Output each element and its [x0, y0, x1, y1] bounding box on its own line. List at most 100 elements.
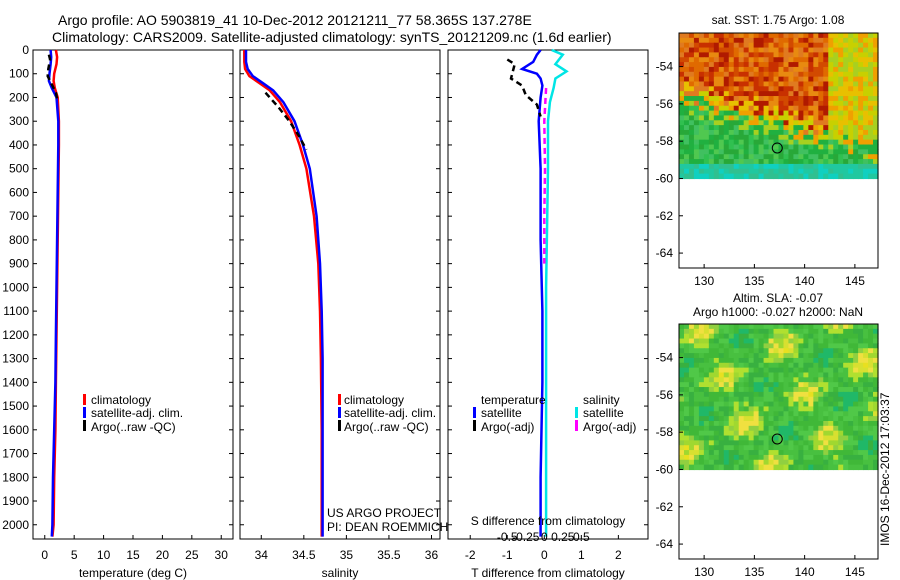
map-cell — [798, 372, 804, 378]
map-cell — [808, 149, 814, 155]
map-cell — [793, 139, 799, 146]
map-cell — [803, 435, 809, 441]
map-cell — [688, 129, 695, 136]
map-cell — [778, 367, 785, 374]
map-cell — [728, 362, 735, 369]
map-cell — [679, 450, 685, 456]
map-cell — [753, 100, 760, 107]
map-cell — [708, 144, 715, 150]
map-cell — [778, 387, 785, 393]
map-cell — [803, 445, 809, 451]
map-cell — [723, 387, 730, 393]
map-cell — [793, 149, 799, 155]
map-cell — [838, 348, 844, 354]
map-cell — [833, 435, 839, 441]
map-cell — [763, 47, 770, 53]
map-cell — [778, 134, 785, 141]
map-cell — [688, 353, 695, 359]
map-cell — [873, 430, 879, 437]
map-cell — [833, 115, 839, 121]
map-cell — [708, 454, 715, 461]
map-cell — [703, 134, 710, 141]
map-cell — [868, 52, 874, 58]
map-cell — [718, 435, 725, 441]
map-cell — [793, 86, 799, 92]
map-cell — [703, 357, 710, 364]
map-cell — [773, 377, 780, 383]
map-cell — [853, 71, 859, 78]
map-cell — [798, 450, 804, 456]
map-cell — [818, 168, 824, 175]
map-cell — [768, 100, 775, 107]
map-cell — [868, 42, 874, 49]
map-cell — [818, 47, 824, 53]
map-cell — [758, 353, 765, 359]
map-cell — [703, 120, 710, 126]
map-cell — [768, 382, 775, 388]
map-cell — [833, 459, 839, 466]
map-cell — [723, 367, 730, 374]
map-cell — [838, 387, 844, 393]
legend-label-satellite: satellite-adj. clim. — [344, 406, 436, 420]
map-cell — [813, 440, 819, 446]
map-cell — [798, 338, 804, 344]
map-cell — [763, 91, 770, 97]
map-cell — [773, 464, 780, 471]
map-cell — [723, 52, 730, 58]
map-cell — [853, 459, 859, 466]
map-cell — [848, 47, 854, 53]
map-cell — [793, 173, 799, 180]
map-cell — [778, 81, 785, 87]
map-cell — [778, 333, 785, 340]
map-cell — [818, 154, 824, 160]
map-cell — [708, 154, 715, 160]
map-cell — [783, 125, 790, 131]
map-cell — [813, 416, 819, 422]
map-cell — [868, 357, 874, 364]
map-cell — [808, 459, 814, 466]
map-cell — [788, 62, 795, 68]
map-cell — [803, 163, 809, 170]
map-cell — [868, 47, 874, 53]
temperature-legend: climatology satellite-adj. clim. Argo(..… — [83, 393, 183, 434]
map-cell — [868, 71, 874, 78]
map-cell — [848, 416, 854, 422]
map-cell — [763, 464, 770, 471]
map-cell — [683, 149, 690, 155]
map-cell — [679, 459, 685, 466]
map-cell — [798, 459, 804, 466]
map-cell — [758, 71, 765, 78]
map-cell — [828, 464, 834, 471]
map-cell — [688, 71, 695, 78]
map-cell — [763, 129, 770, 136]
map-cell — [803, 377, 809, 383]
map-cell — [868, 425, 874, 432]
map-cell — [703, 37, 710, 44]
map-cell — [738, 328, 745, 335]
map-cell — [818, 430, 824, 437]
map-cell — [873, 435, 879, 441]
map-cell — [848, 367, 854, 374]
map-cell — [853, 159, 859, 165]
map-cell — [723, 42, 730, 49]
map-cell — [688, 416, 695, 422]
map-cell — [688, 420, 695, 427]
map-cell — [803, 149, 809, 155]
map-cell — [703, 115, 710, 121]
map-cell — [828, 134, 834, 141]
map-cell — [868, 367, 874, 374]
map-cell — [853, 445, 859, 451]
map-cell — [748, 139, 755, 146]
map-cell — [708, 52, 715, 58]
map-cell — [838, 86, 844, 92]
map-cell — [778, 100, 785, 107]
map-cell — [708, 338, 715, 344]
map-cell — [768, 459, 775, 466]
map-cell — [723, 100, 730, 107]
map-cell — [693, 338, 700, 344]
map-cell — [813, 396, 819, 403]
map-cell — [743, 66, 750, 73]
map-cell — [733, 149, 740, 155]
map-cell — [808, 96, 814, 102]
map-cell — [818, 450, 824, 456]
